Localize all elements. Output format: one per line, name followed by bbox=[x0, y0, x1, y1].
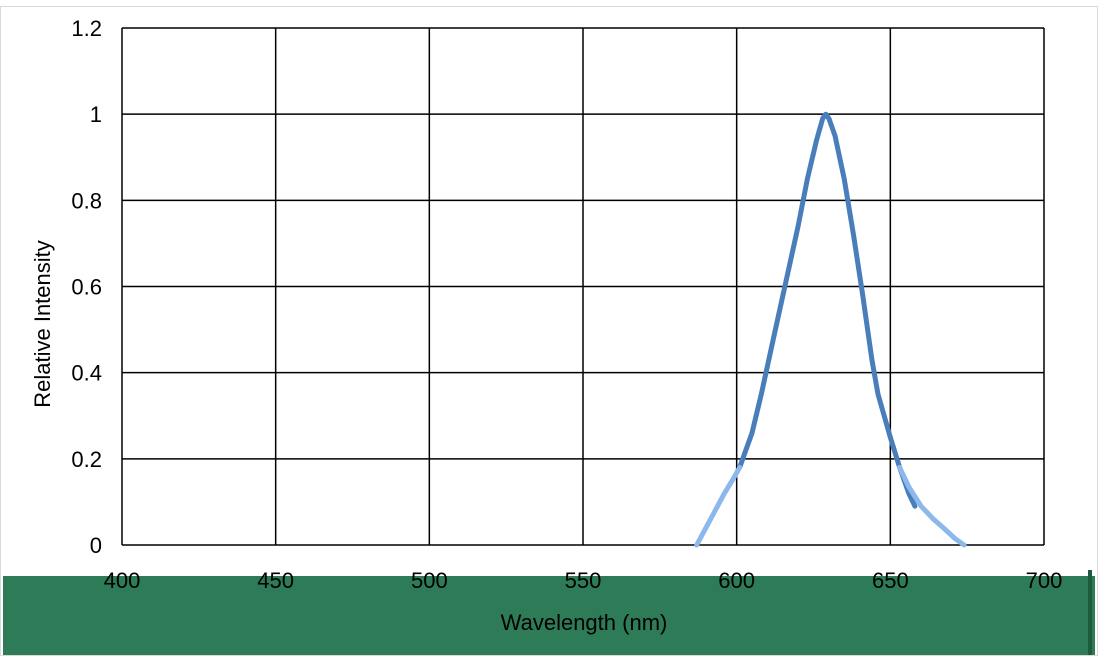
x-tick-label: 700 bbox=[1026, 568, 1063, 593]
y-tick-label: 1.2 bbox=[71, 16, 102, 41]
y-axis-title: Relative Intensity bbox=[30, 240, 55, 408]
footer-edge bbox=[1088, 570, 1092, 655]
x-tick-label: 400 bbox=[104, 568, 141, 593]
x-axis-title: Wavelength (nm) bbox=[501, 610, 668, 635]
y-tick-label: 0.2 bbox=[71, 447, 102, 472]
series-line bbox=[694, 464, 743, 548]
x-tick-label: 650 bbox=[872, 568, 909, 593]
y-tick-label: 1 bbox=[90, 102, 102, 127]
series-layer bbox=[694, 111, 967, 548]
y-tick-label: 0.8 bbox=[71, 188, 102, 213]
x-tick-label: 600 bbox=[718, 568, 755, 593]
footer-band bbox=[3, 576, 1095, 655]
x-tick-label: 550 bbox=[565, 568, 602, 593]
series-line bbox=[897, 464, 967, 548]
y-tick-labels: 0 0.2 0.4 0.6 0.8 1 1.2 bbox=[71, 16, 102, 558]
x-tick-labels: 400 450 500 550 600 650 700 bbox=[104, 568, 1063, 593]
x-tick-label: 450 bbox=[257, 568, 294, 593]
y-tick-label: 0 bbox=[90, 533, 102, 558]
x-tick-label: 500 bbox=[411, 568, 448, 593]
grid bbox=[121, 27, 1045, 546]
chart-frame bbox=[0, 6, 1098, 656]
y-tick-label: 0.6 bbox=[71, 275, 102, 300]
series-line bbox=[737, 111, 918, 509]
y-tick-label: 0.4 bbox=[71, 361, 102, 386]
